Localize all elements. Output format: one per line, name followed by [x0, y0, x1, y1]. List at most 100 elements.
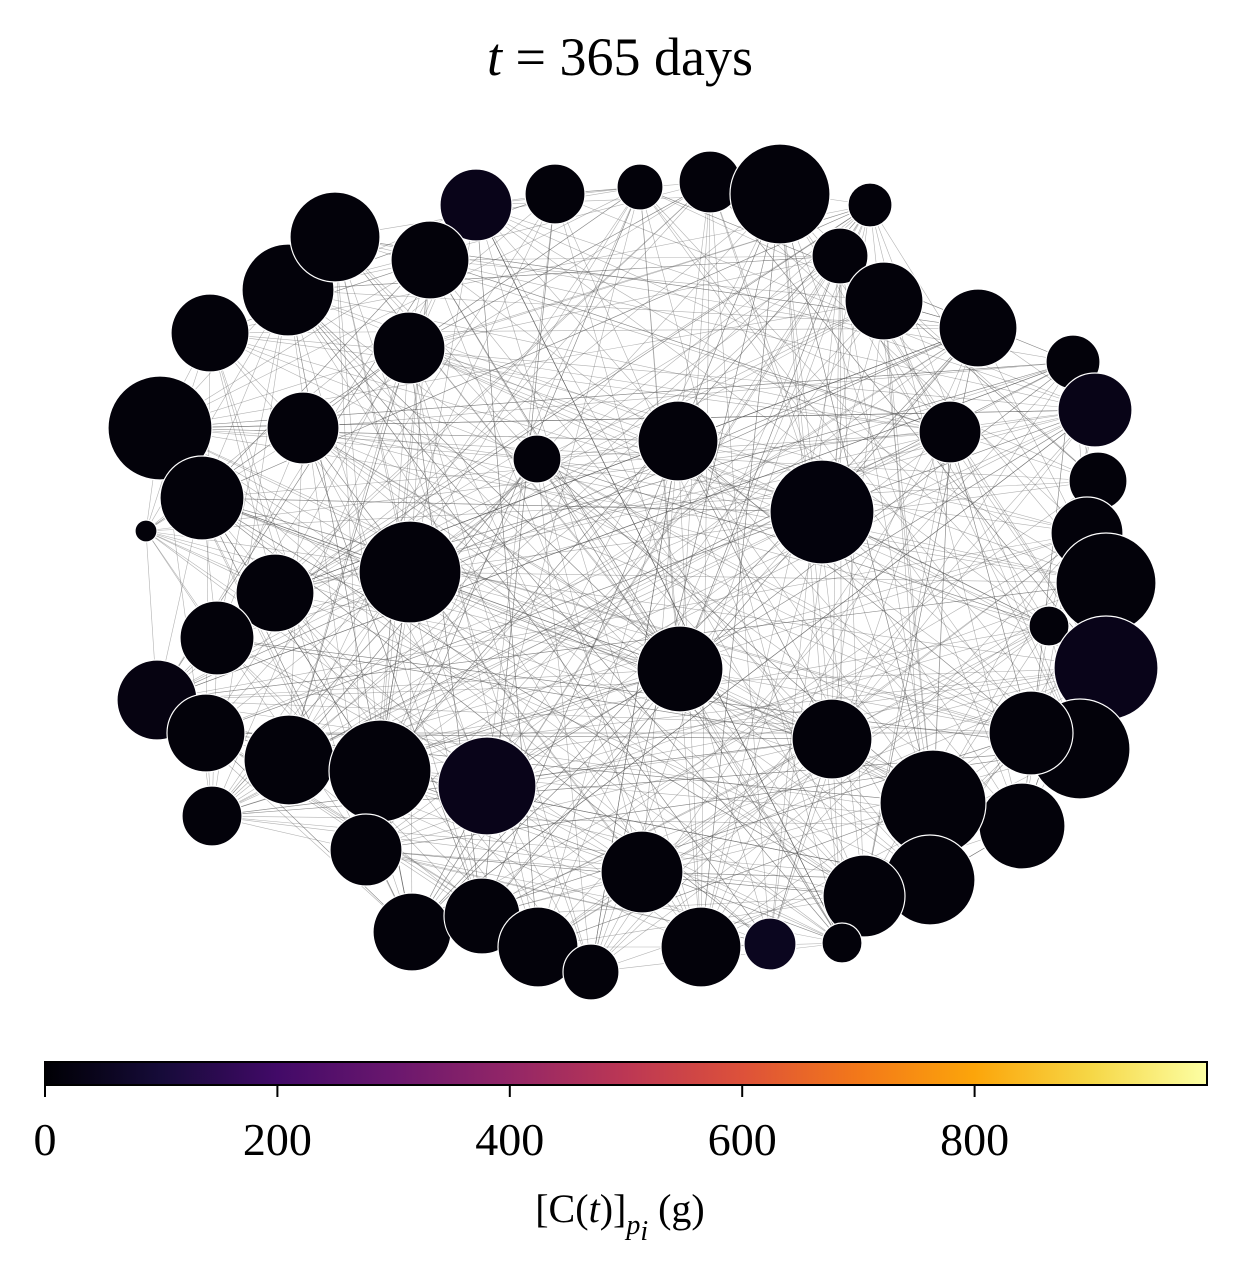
network-node	[636, 625, 724, 713]
network-node	[988, 690, 1074, 776]
network-edge	[211, 571, 411, 817]
network-node	[562, 943, 620, 1001]
network-edge	[590, 738, 833, 973]
network-edge	[209, 327, 979, 334]
network-node	[439, 168, 513, 242]
colorbar-label: [C(t)]pi (g)	[535, 1186, 705, 1247]
colorbar-label-subsub: i	[640, 1216, 648, 1247]
network-edge	[287, 255, 841, 291]
network-edge	[156, 361, 1074, 701]
network-edge	[641, 532, 1088, 873]
network-edge	[709, 181, 823, 513]
network-edge	[302, 427, 643, 873]
network-edge	[677, 440, 833, 740]
network-edge	[429, 259, 1096, 411]
network-edge	[429, 259, 1081, 750]
network-edge	[302, 427, 865, 897]
network-edge	[679, 361, 1074, 670]
network-edge	[537, 802, 934, 948]
network-edge	[677, 181, 711, 442]
network-edge	[536, 431, 951, 460]
network-node	[159, 455, 245, 541]
network-edge	[475, 204, 1099, 482]
network-edge	[700, 204, 871, 948]
network-node	[729, 143, 831, 245]
network-edge	[409, 480, 1099, 573]
network-edge	[475, 204, 539, 948]
network-edge	[769, 255, 841, 945]
network-edge	[408, 347, 951, 433]
network-edge	[486, 193, 556, 787]
network-edge	[677, 440, 833, 740]
title-variable: t	[487, 27, 504, 87]
network-edge	[211, 204, 477, 817]
network-edge	[201, 497, 1023, 827]
network-node	[372, 311, 446, 385]
network-edge	[302, 427, 931, 881]
network-edge	[209, 332, 538, 460]
network-edge	[145, 480, 1099, 532]
network-edge	[700, 193, 781, 948]
network-edge	[411, 409, 1096, 933]
network-edge	[209, 332, 1032, 734]
network-edge	[156, 582, 1107, 701]
network-edge	[475, 204, 1096, 411]
network-edge	[536, 458, 592, 973]
network-node	[1028, 605, 1070, 647]
network-edge	[211, 204, 871, 817]
network-edge	[209, 332, 823, 513]
network-edge	[679, 255, 841, 670]
network-edge	[201, 497, 833, 740]
network-edge	[302, 427, 1107, 584]
network-edge	[411, 409, 1096, 933]
network-edge	[201, 497, 381, 772]
network-edge	[409, 255, 841, 573]
network-edge	[536, 458, 931, 881]
network-edge	[554, 193, 1096, 411]
network-edge	[287, 289, 681, 670]
network-edge	[709, 181, 1107, 669]
network-edge	[216, 637, 643, 873]
network-edge	[475, 204, 843, 944]
network-edge	[932, 431, 951, 804]
network-node	[329, 813, 403, 887]
network-node	[811, 227, 869, 285]
network-edge	[287, 289, 771, 945]
network-edge	[677, 440, 1032, 734]
colorbar-tick-label: 0	[34, 1114, 57, 1165]
network-edge	[949, 431, 1032, 734]
network-edge	[779, 193, 1023, 827]
network-edge	[481, 748, 1081, 917]
network-edge	[429, 259, 951, 433]
colorbar-label-sub: p	[624, 1210, 640, 1241]
network-edge	[411, 409, 1096, 933]
network-edge	[679, 361, 1074, 670]
network-edge	[700, 181, 711, 948]
network-edge	[159, 427, 679, 442]
network-node	[437, 736, 537, 836]
network-edge	[287, 255, 841, 291]
network-edge	[700, 193, 781, 948]
network-node	[743, 917, 797, 971]
network-edge	[288, 667, 1107, 761]
colorbar-gradient	[44, 1061, 1208, 1086]
network-edge	[481, 738, 833, 917]
network-edge	[201, 431, 951, 499]
colorbar-label-var: t	[589, 1186, 601, 1231]
network-edge	[429, 259, 951, 433]
network-edge	[334, 236, 681, 670]
network-edge	[287, 289, 843, 944]
network-node	[179, 600, 255, 676]
network-edge	[302, 427, 1032, 734]
network-edge	[429, 259, 885, 302]
network-node	[791, 698, 873, 780]
network-node	[847, 182, 893, 228]
network-edge	[475, 204, 702, 948]
network-edge	[159, 186, 641, 429]
network-edge	[475, 204, 843, 944]
network-edge	[302, 427, 592, 973]
network-edge	[205, 193, 556, 734]
network-edge	[677, 327, 979, 442]
network-edge	[379, 204, 871, 772]
